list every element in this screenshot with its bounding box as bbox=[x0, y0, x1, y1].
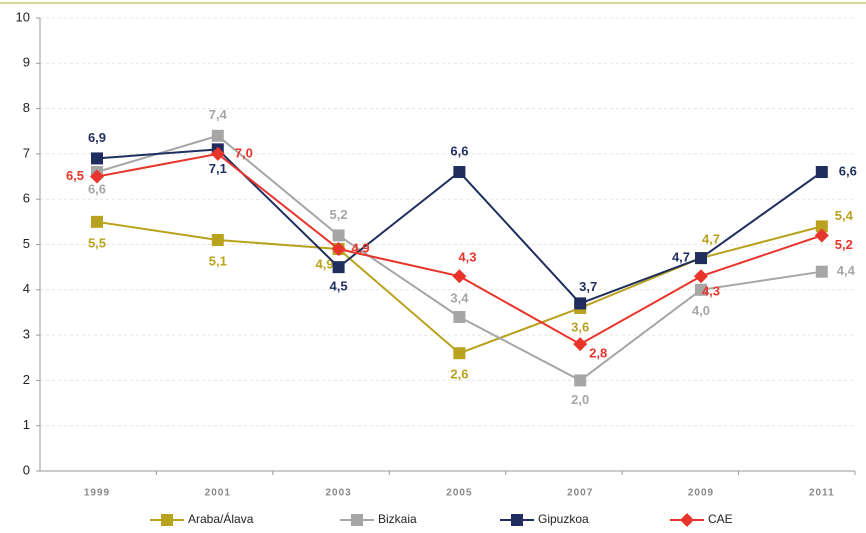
data-point bbox=[695, 252, 707, 265]
data-label: 5,2 bbox=[835, 237, 853, 252]
data-label: 4,9 bbox=[316, 256, 334, 271]
data-label: 3,6 bbox=[571, 319, 589, 334]
x-tick-label: 2011 bbox=[809, 488, 835, 499]
x-tick-label: 2005 bbox=[446, 488, 472, 499]
data-label: 3,4 bbox=[450, 290, 469, 305]
legend-label: CAE bbox=[708, 512, 733, 526]
data-label: 4,7 bbox=[672, 250, 690, 265]
y-tick-label: 5 bbox=[23, 236, 30, 251]
legend-marker bbox=[351, 514, 363, 526]
data-point bbox=[332, 261, 345, 274]
data-label: 6,5 bbox=[66, 168, 84, 183]
data-label: 4,7 bbox=[702, 232, 720, 247]
data-label: 4,0 bbox=[692, 303, 710, 318]
y-tick-label: 6 bbox=[23, 191, 30, 206]
legend-marker bbox=[680, 513, 694, 527]
data-label: 4,3 bbox=[458, 250, 476, 265]
x-tick-label: 1999 bbox=[84, 488, 110, 499]
data-point bbox=[211, 233, 224, 246]
legend-marker bbox=[161, 514, 173, 526]
data-label: 5,4 bbox=[835, 208, 854, 223]
data-label: 2,6 bbox=[450, 367, 468, 382]
data-point bbox=[573, 337, 588, 352]
data-point bbox=[574, 297, 587, 310]
data-label: 4,9 bbox=[352, 240, 370, 255]
x-tick-label: 2001 bbox=[205, 488, 231, 499]
data-label: 4,3 bbox=[702, 284, 720, 299]
data-point bbox=[574, 374, 587, 387]
legend-label: Araba/Álava bbox=[188, 511, 254, 526]
y-tick-label: 0 bbox=[23, 462, 30, 477]
data-point bbox=[694, 269, 708, 284]
data-label: 7,4 bbox=[209, 107, 228, 122]
data-point bbox=[815, 265, 828, 278]
y-tick-label: 1 bbox=[23, 417, 30, 432]
y-tick-label: 4 bbox=[23, 281, 30, 296]
data-point bbox=[453, 347, 466, 360]
data-label: 4,4 bbox=[837, 263, 856, 278]
legend-label: Bizkaia bbox=[378, 512, 417, 526]
data-point bbox=[91, 152, 103, 165]
data-point bbox=[90, 169, 104, 184]
data-label: 5,1 bbox=[209, 253, 227, 268]
legend-label: Gipuzkoa bbox=[538, 512, 589, 526]
data-point bbox=[815, 166, 828, 179]
data-point bbox=[453, 310, 466, 323]
x-tick-label: 2009 bbox=[688, 488, 714, 499]
data-label: 2,8 bbox=[589, 346, 607, 361]
data-label: 4,5 bbox=[330, 279, 348, 294]
data-label: 5,2 bbox=[330, 207, 348, 222]
data-point bbox=[211, 129, 224, 142]
data-point bbox=[814, 228, 829, 243]
y-tick-label: 10 bbox=[16, 9, 30, 24]
data-label: 6,6 bbox=[88, 181, 106, 196]
data-label: 7,1 bbox=[209, 161, 227, 176]
data-label: 6,6 bbox=[839, 163, 857, 178]
data-point bbox=[332, 229, 345, 242]
data-label: 6,9 bbox=[88, 130, 106, 145]
data-point bbox=[210, 146, 225, 161]
x-tick-label: 2003 bbox=[325, 488, 351, 499]
y-tick-label: 7 bbox=[23, 145, 30, 160]
data-label: 2,0 bbox=[571, 392, 589, 407]
x-tick-label: 2007 bbox=[567, 488, 593, 499]
data-point bbox=[331, 242, 346, 257]
data-point bbox=[815, 220, 828, 233]
y-tick-label: 3 bbox=[23, 327, 30, 342]
data-label: 3,7 bbox=[579, 279, 597, 294]
y-tick-label: 2 bbox=[23, 372, 30, 387]
y-tick-label: 9 bbox=[23, 55, 30, 70]
data-point bbox=[91, 215, 103, 228]
data-label: 5,5 bbox=[88, 235, 106, 250]
data-point bbox=[452, 269, 467, 284]
data-point bbox=[453, 166, 466, 179]
data-label: 7,0 bbox=[235, 145, 253, 160]
data-label: 6,6 bbox=[450, 143, 468, 158]
legend-marker bbox=[511, 514, 523, 526]
y-tick-label: 8 bbox=[23, 100, 30, 115]
data-point bbox=[695, 283, 707, 296]
